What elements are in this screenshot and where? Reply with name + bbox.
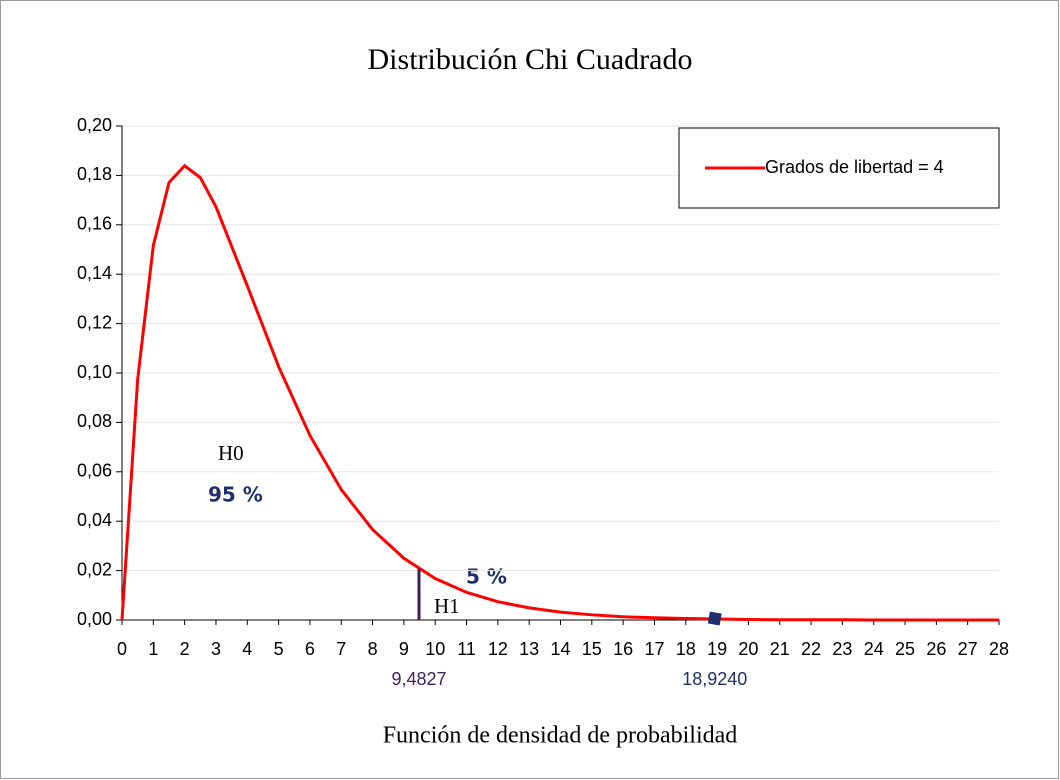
annotation: 5 % (466, 565, 507, 589)
x-tick-label: 26 (926, 639, 946, 659)
x-tick-label: 20 (738, 639, 758, 659)
legend-label: Grados de libertad = 4 (765, 157, 944, 177)
y-tick-label: 0,10 (77, 362, 112, 382)
x-tick-label: 21 (770, 639, 790, 659)
x-tick-label: 23 (832, 639, 852, 659)
x-tick-label: 18 (676, 639, 696, 659)
x-tick-label: 15 (582, 639, 602, 659)
x-tick-label: 6 (305, 639, 315, 659)
x-tick-label: 12 (488, 639, 508, 659)
x-tick-label: 7 (336, 639, 346, 659)
y-tick-label: 0,12 (77, 312, 112, 332)
x-tick-label: 27 (958, 639, 978, 659)
x-tick-label: 25 (895, 639, 915, 659)
y-tick-label: 0,00 (77, 609, 112, 629)
x-tick-label: 5 (274, 639, 284, 659)
y-tick-label: 0,18 (77, 164, 112, 184)
y-tick-label: 0,06 (77, 461, 112, 481)
line (120, 163, 999, 622)
x-tick-label: 8 (368, 639, 378, 659)
critical-label: 18,9240 (682, 669, 747, 689)
y-tick-label: 0,14 (77, 263, 112, 283)
x-tick-label: 0 (117, 639, 127, 659)
critical-label: 9,4827 (391, 669, 446, 689)
x-tick-label: 9 (399, 639, 409, 659)
chart-title: Distribución Chi Cuadrado (368, 43, 693, 76)
y-tick-label: 0,04 (77, 510, 112, 530)
x-axis-title: Función de densidad de probabilidad (383, 723, 738, 749)
y-tick-label: 0,16 (77, 214, 112, 234)
x-tick-label: 11 (457, 639, 476, 659)
x-tick-label: 19 (707, 639, 727, 659)
y-tick-label: 0,02 (77, 559, 112, 579)
annotation: H1 (434, 594, 460, 618)
x-tick-label: 14 (550, 639, 570, 659)
annotation: 95 % (208, 483, 263, 507)
x-tick-label: 22 (801, 639, 821, 659)
x-tick-label: 2 (180, 639, 190, 659)
x-tick-label: 17 (644, 639, 664, 659)
y-tick-label: 0,08 (77, 411, 112, 431)
y-tick-label: 0,20 (77, 115, 112, 135)
x-tick-label: 13 (519, 639, 539, 659)
x-tick-label: 16 (613, 639, 633, 659)
annotation: H0 (218, 441, 244, 465)
critical-marker (707, 611, 722, 626)
x-tick-label: 1 (148, 639, 158, 659)
x-tick-label: 10 (425, 639, 445, 659)
x-tick-label: 4 (242, 639, 252, 659)
x-tick-label: 24 (864, 639, 884, 659)
x-tick-label: 3 (211, 639, 221, 659)
x-tick-label: 28 (989, 639, 1009, 659)
